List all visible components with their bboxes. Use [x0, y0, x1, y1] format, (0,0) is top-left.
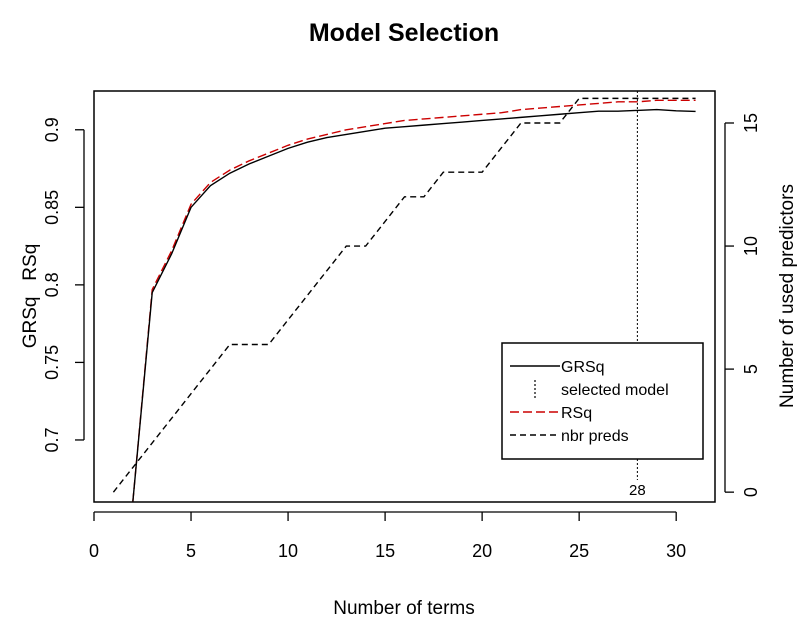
plot-frame	[93, 90, 716, 503]
y2-tick-label: 0	[741, 487, 761, 497]
x-tick-label: 10	[278, 541, 298, 561]
grsq-line	[132, 108, 696, 502]
rsq-line	[132, 99, 696, 502]
y-tick-label: 0.75	[42, 345, 62, 380]
y2-tick-label: 5	[741, 364, 761, 374]
y-tick-label: 0.9	[42, 117, 62, 142]
x-tick-label: 30	[666, 541, 686, 561]
y-axis-left: 0.7 0.75 0.8 0.85 0.9	[42, 117, 85, 452]
x-tick-label: 5	[186, 541, 196, 561]
x-axis: 0 5 10 15 20 25 30	[89, 511, 686, 561]
selected-model-label: 28	[629, 482, 646, 499]
legend-label-selected-model: selected model	[561, 382, 669, 399]
y-axis-label: GRSq RSq	[20, 244, 41, 349]
y2-axis-label: Number of used predictors	[777, 184, 798, 408]
y2-tick-label: 15	[741, 113, 761, 133]
legend-box	[501, 342, 704, 460]
y-tick-label: 0.7	[42, 427, 62, 452]
y-tick-label: 0.85	[42, 190, 62, 225]
nbr-preds-line	[112, 97, 696, 493]
y2-tick-label: 10	[741, 236, 761, 256]
x-tick-label: 0	[89, 541, 99, 561]
legend-label-rsq: RSq	[561, 405, 592, 422]
x-axis-label: Number of terms	[333, 598, 474, 619]
legend-label-grsq: GRSq	[561, 359, 605, 376]
chart-title: Model Selection	[309, 19, 499, 47]
legend: GRSq selected model RSq nbr preds	[501, 342, 704, 460]
x-tick-label: 15	[375, 541, 395, 561]
y-axis-right: 0 5 10 15	[724, 113, 761, 497]
y-tick-label: 0.8	[42, 272, 62, 297]
series-layer: 28	[112, 91, 696, 502]
x-tick-label: 20	[472, 541, 492, 561]
legend-label-nbr-preds: nbr preds	[561, 428, 629, 445]
x-tick-label: 25	[569, 541, 589, 561]
